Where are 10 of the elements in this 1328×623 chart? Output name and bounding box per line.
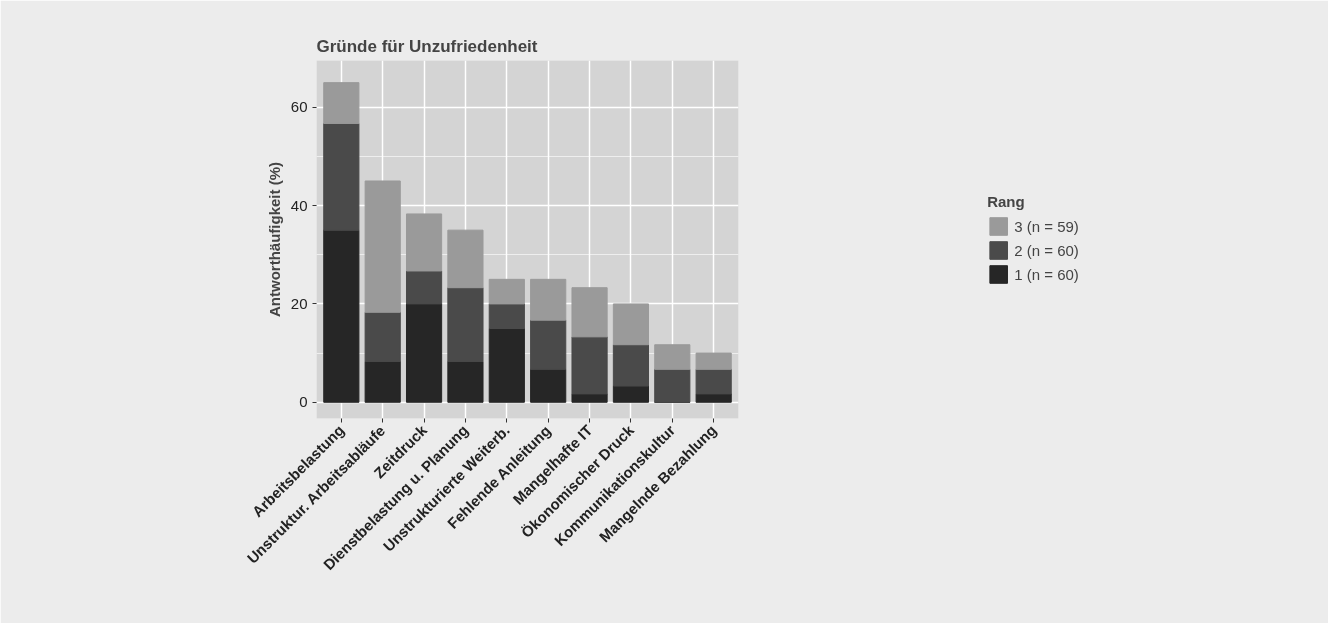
- y-tick-label: 60: [290, 98, 308, 116]
- y-tick-label: 0: [299, 393, 308, 411]
- legend-label: 3 (n = 59): [1014, 217, 1079, 235]
- y-axis-title: Antworthäufigkeit (%): [265, 161, 283, 317]
- y-tick-label: 20: [290, 294, 308, 312]
- legend-label: 1 (n = 60): [1014, 265, 1079, 283]
- legend-title: Rang: [987, 193, 1026, 210]
- chart-title: Gründe für Unzufriedenheit: [316, 36, 538, 56]
- legend-label: 2 (n = 60): [1014, 241, 1079, 259]
- y-tick-label: 40: [290, 196, 308, 214]
